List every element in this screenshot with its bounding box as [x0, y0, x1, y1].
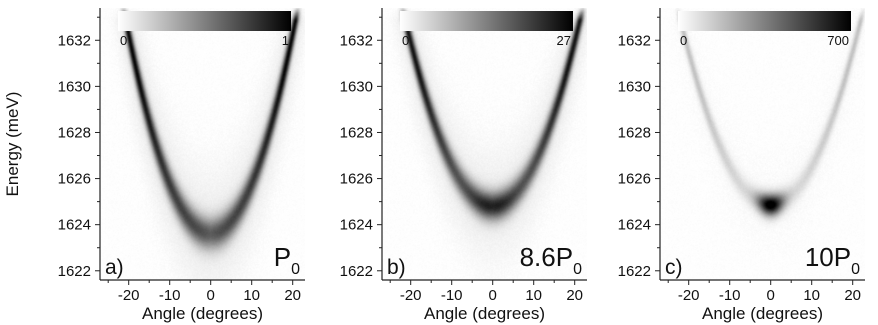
- y-tick-label: 1624: [618, 217, 651, 234]
- panel-label: a): [105, 256, 124, 279]
- colorbar-min-label: 0: [120, 33, 127, 48]
- y-tick-label: 1622: [618, 263, 651, 280]
- power-label-main: 10P: [805, 242, 851, 272]
- heatmap-image: [660, 8, 865, 280]
- x-tick-label: 0: [489, 287, 497, 304]
- y-tick-label: 1630: [340, 78, 373, 95]
- x-tick-label: 10: [803, 287, 820, 304]
- colorbar-max-label: 27: [557, 33, 571, 48]
- x-tick-label: 0: [207, 287, 215, 304]
- y-tick-label: 1628: [58, 124, 91, 141]
- y-tick-label: 1626: [618, 171, 651, 188]
- x-tick-label: -20: [118, 287, 140, 304]
- colorbar-min-label: 0: [402, 33, 409, 48]
- colorbar: [678, 11, 851, 31]
- panel-b: 1622 1624 1626 1628 1630 1632 -20 -10 0 10 20 Angle…: [340, 8, 587, 323]
- y-tick-label: 1632: [340, 32, 373, 49]
- y-tick-label: 1622: [58, 263, 91, 280]
- panel-label: b): [387, 256, 406, 279]
- power-label: 10P0: [805, 242, 860, 278]
- heatmap-image: [382, 8, 587, 280]
- panel-label: c): [665, 256, 683, 279]
- power-label-subscript: 0: [291, 261, 300, 278]
- colorbar-max-label: 1: [282, 33, 289, 48]
- x-axis-title: Angle (degrees): [702, 304, 823, 323]
- y-tick-label: 1624: [58, 217, 91, 234]
- colorbar-min-label: 0: [680, 33, 687, 48]
- colorbar: [118, 11, 291, 31]
- y-tick-label: 1632: [618, 32, 651, 49]
- panel-c: 1622 1624 1626 1628 1630 1632 -20 -10 0 10 20 Angle…: [618, 8, 865, 323]
- power-label-subscript: 0: [851, 261, 860, 278]
- power-label: P0: [274, 242, 300, 278]
- x-tick-label: -10: [719, 287, 741, 304]
- x-tick-label: -20: [400, 287, 422, 304]
- colorbar: [400, 11, 573, 31]
- x-tick-label: -10: [159, 287, 181, 304]
- x-tick-label: 20: [844, 287, 861, 304]
- power-label-main: P: [274, 242, 291, 272]
- y-tick-label: 1632: [58, 32, 91, 49]
- x-tick-label: 10: [243, 287, 260, 304]
- x-tick-label: -10: [441, 287, 463, 304]
- power-label: 8.6P0: [520, 242, 583, 278]
- colorbar-max-label: 700: [827, 33, 849, 48]
- power-label-subscript: 0: [573, 261, 582, 278]
- heatmap-image: [100, 8, 305, 280]
- x-axis-title: Angle (degrees): [142, 304, 263, 323]
- x-axis-title: Angle (degrees): [424, 304, 545, 323]
- y-tick-label: 1622: [340, 263, 373, 280]
- y-tick-label: 1630: [58, 78, 91, 95]
- x-tick-label: 20: [566, 287, 583, 304]
- y-tick-label: 1628: [340, 124, 373, 141]
- y-tick-label: 1630: [618, 78, 651, 95]
- power-label-main: 8.6P: [520, 242, 574, 272]
- y-axis-title: Energy (meV): [3, 92, 22, 197]
- x-tick-label: 10: [525, 287, 542, 304]
- y-tick-label: 1628: [618, 124, 651, 141]
- x-tick-label: 20: [284, 287, 301, 304]
- y-tick-label: 1624: [340, 217, 373, 234]
- x-tick-label: 0: [767, 287, 775, 304]
- x-tick-label: -20: [678, 287, 700, 304]
- y-tick-label: 1626: [58, 171, 91, 188]
- y-tick-label: 1626: [340, 171, 373, 188]
